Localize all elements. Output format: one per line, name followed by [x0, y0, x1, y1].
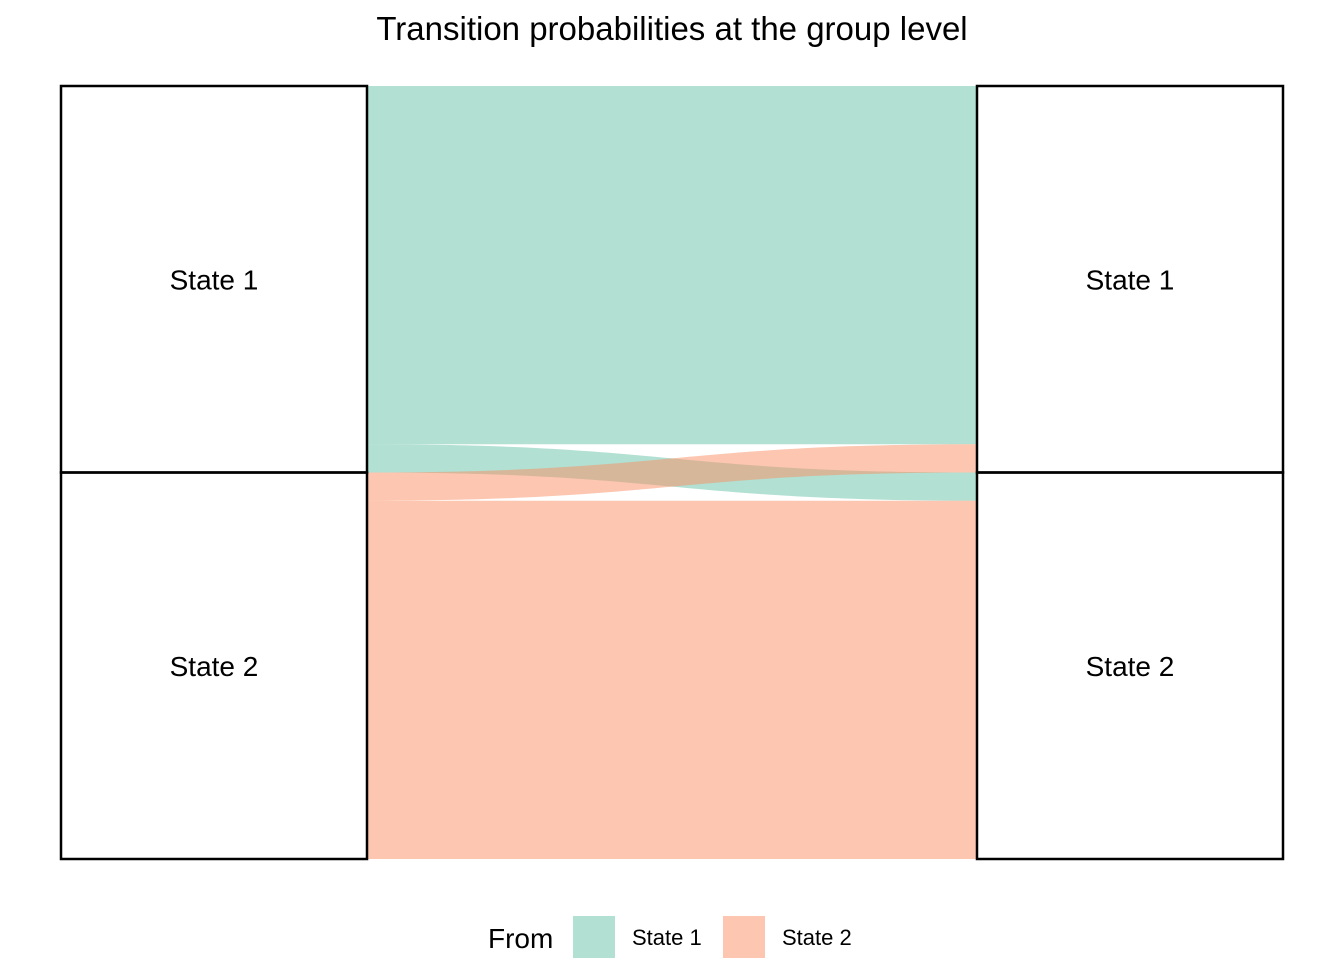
legend-title: From [488, 923, 553, 954]
flow-state2-to-state1 [367, 444, 977, 501]
right-node-2 [975, 471, 1285, 861]
legend-key-2 [723, 916, 765, 958]
chart-title: Transition probabilities at the group le… [376, 10, 967, 47]
legend-label-1: State 1 [632, 925, 702, 950]
legend-key-1 [573, 916, 615, 958]
left-node-label-1: State 1 [170, 264, 259, 295]
legend-label-2: State 2 [782, 925, 852, 950]
flows-layer [367, 86, 977, 859]
flow-state1-to-state1 [367, 86, 977, 445]
nodes-layer: State 1 State 2 State 1 State 2 [59, 84, 1285, 861]
left-node-2 [59, 471, 369, 861]
legend: From State 1 State 2 [488, 916, 852, 958]
flow-state2-to-state2 [367, 500, 977, 859]
left-node-label-2: State 2 [170, 651, 259, 682]
right-node-label-2: State 2 [1086, 651, 1175, 682]
right-node-label-1: State 1 [1086, 264, 1175, 295]
